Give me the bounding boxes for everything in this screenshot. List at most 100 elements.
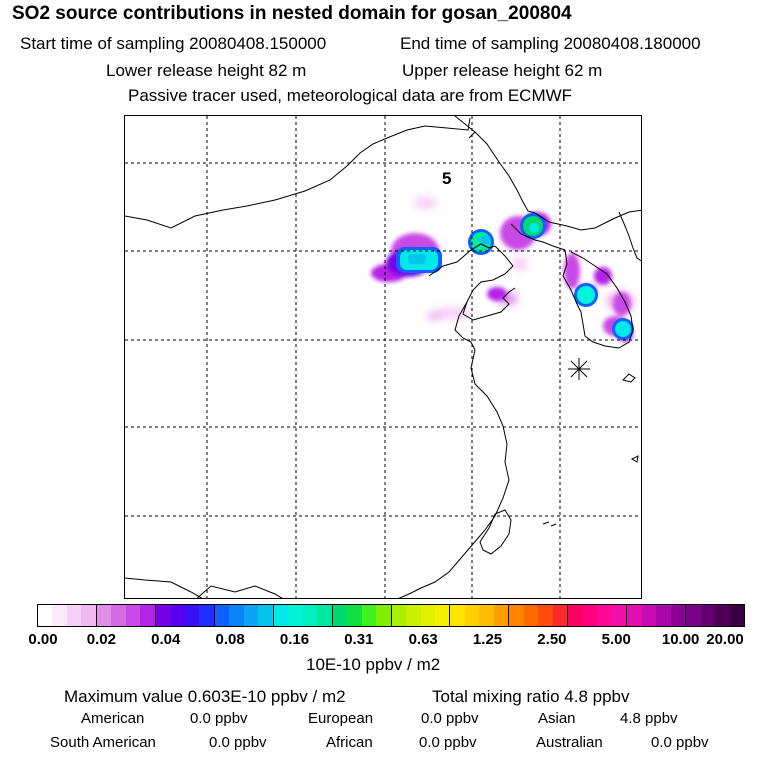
- color-swatch: [729, 605, 745, 626]
- color-scale-segment: [509, 605, 569, 626]
- start-time-label: Start time of sampling 20080408.150000: [20, 34, 327, 53]
- color-swatch: [582, 605, 598, 626]
- map-canvas: 5: [125, 116, 641, 598]
- color-swatch: [184, 605, 200, 626]
- color-swatch: [81, 605, 96, 626]
- region-australian-value: 0.0 ppbv: [651, 734, 709, 751]
- maximum-value-label: Maximum value 0.603E-10 ppbv / m2: [64, 687, 346, 706]
- tracer-note: Passive tracer used, meteorological data…: [128, 86, 573, 105]
- color-swatch: [464, 605, 480, 626]
- plume-layer: [371, 197, 634, 342]
- color-swatch: [670, 605, 686, 626]
- color-swatch: [611, 605, 627, 626]
- region-african-label: African: [326, 734, 373, 751]
- color-scale-tick-label: 0.16: [279, 631, 310, 648]
- color-swatch: [406, 605, 421, 626]
- color-swatch: [52, 605, 67, 626]
- region-african-value: 0.0 ppbv: [419, 734, 477, 751]
- region-asian-value: 4.8 ppbv: [620, 710, 678, 727]
- total-mixing-ratio-label: Total mixing ratio 4.8 ppbv: [432, 687, 630, 706]
- color-scale-tick-label: 20.00: [706, 631, 744, 648]
- color-scale-segment: [96, 605, 156, 626]
- color-scale-tick-label: 0.63: [408, 631, 438, 648]
- color-swatch: [214, 605, 230, 626]
- color-swatch: [509, 605, 524, 626]
- color-swatch: [523, 605, 539, 626]
- color-swatch: [686, 605, 701, 626]
- color-swatch: [376, 605, 391, 626]
- color-swatch: [627, 605, 642, 626]
- color-scale-segment: [450, 605, 510, 626]
- color-swatch: [656, 605, 671, 626]
- color-scale-tick-label: 0.04: [151, 631, 181, 648]
- color-scale-tick-label: 10.00: [661, 631, 700, 648]
- color-swatch: [140, 605, 155, 626]
- region-european-label: European: [308, 710, 374, 727]
- color-scale-segment: [273, 605, 333, 626]
- color-swatch: [317, 605, 332, 626]
- color-swatch: [229, 605, 244, 626]
- color-swatch: [66, 605, 82, 626]
- color-swatch: [479, 605, 494, 626]
- color-swatch: [391, 605, 407, 626]
- color-scale-tick-label: 0.08: [215, 631, 245, 648]
- region-australian-label: Australian: [536, 734, 603, 751]
- color-scale-segment: [391, 605, 451, 626]
- receptor-star-icon: [568, 358, 590, 380]
- color-swatch: [420, 605, 435, 626]
- region-european-value: 0.0 ppbv: [421, 710, 479, 727]
- lower-height-label: Lower release height 82 m: [106, 61, 307, 80]
- color-swatch: [715, 605, 730, 626]
- color-swatch: [552, 605, 568, 626]
- plot-title: SO2 source contributions in nested domai…: [12, 3, 572, 24]
- color-swatch: [96, 605, 112, 626]
- region-south-american-label: South American: [50, 734, 156, 751]
- color-swatch: [155, 605, 171, 626]
- color-swatch: [450, 605, 465, 626]
- color-swatch: [568, 605, 583, 626]
- color-scale-segment: [38, 605, 97, 626]
- color-scale-tick-label: 1.25: [472, 631, 503, 648]
- color-scale-tick-label: 0.00: [28, 631, 58, 648]
- color-scale-segment: [568, 605, 628, 626]
- color-scale-bar: [37, 604, 745, 627]
- color-swatch: [347, 605, 362, 626]
- panel-label: 5: [442, 169, 451, 188]
- color-swatch: [243, 605, 259, 626]
- color-swatch: [125, 605, 141, 626]
- region-american-value: 0.0 ppbv: [190, 710, 248, 727]
- color-scale-segment: [214, 605, 274, 626]
- color-swatch: [538, 605, 553, 626]
- coastline-layer: [125, 116, 641, 598]
- color-scale-segment: [627, 605, 687, 626]
- color-swatch: [493, 605, 509, 626]
- region-asian-label: Asian: [538, 710, 576, 727]
- color-swatch: [288, 605, 303, 626]
- color-swatch: [38, 605, 53, 626]
- color-scale-segment: [332, 605, 392, 626]
- color-swatch: [199, 605, 214, 626]
- color-swatch: [302, 605, 318, 626]
- upper-height-label: Upper release height 62 m: [402, 61, 603, 80]
- region-south-american-value: 0.0 ppbv: [209, 734, 267, 751]
- color-swatch: [361, 605, 377, 626]
- color-swatch: [332, 605, 348, 626]
- color-swatch: [597, 605, 612, 626]
- color-swatch: [170, 605, 185, 626]
- color-scale-tick-label: 0.02: [86, 631, 116, 648]
- color-swatch: [273, 605, 289, 626]
- map-panel: 5: [124, 115, 642, 599]
- color-swatch: [641, 605, 657, 626]
- color-swatch: [434, 605, 450, 626]
- color-swatch: [700, 605, 716, 626]
- color-scale-tick-label: 2.50: [537, 631, 567, 648]
- color-swatch: [111, 605, 126, 626]
- color-swatch: [258, 605, 273, 626]
- color-scale-tick-label: 5.00: [601, 631, 631, 648]
- region-american-label: American: [81, 710, 145, 727]
- color-scale-segment: [155, 605, 215, 626]
- color-scale-unit: 10E-10 ppbv / m2: [306, 655, 441, 674]
- color-scale-segment: [686, 605, 745, 626]
- end-time-label: End time of sampling 20080408.180000: [400, 34, 701, 53]
- graticule-layer: [125, 116, 641, 598]
